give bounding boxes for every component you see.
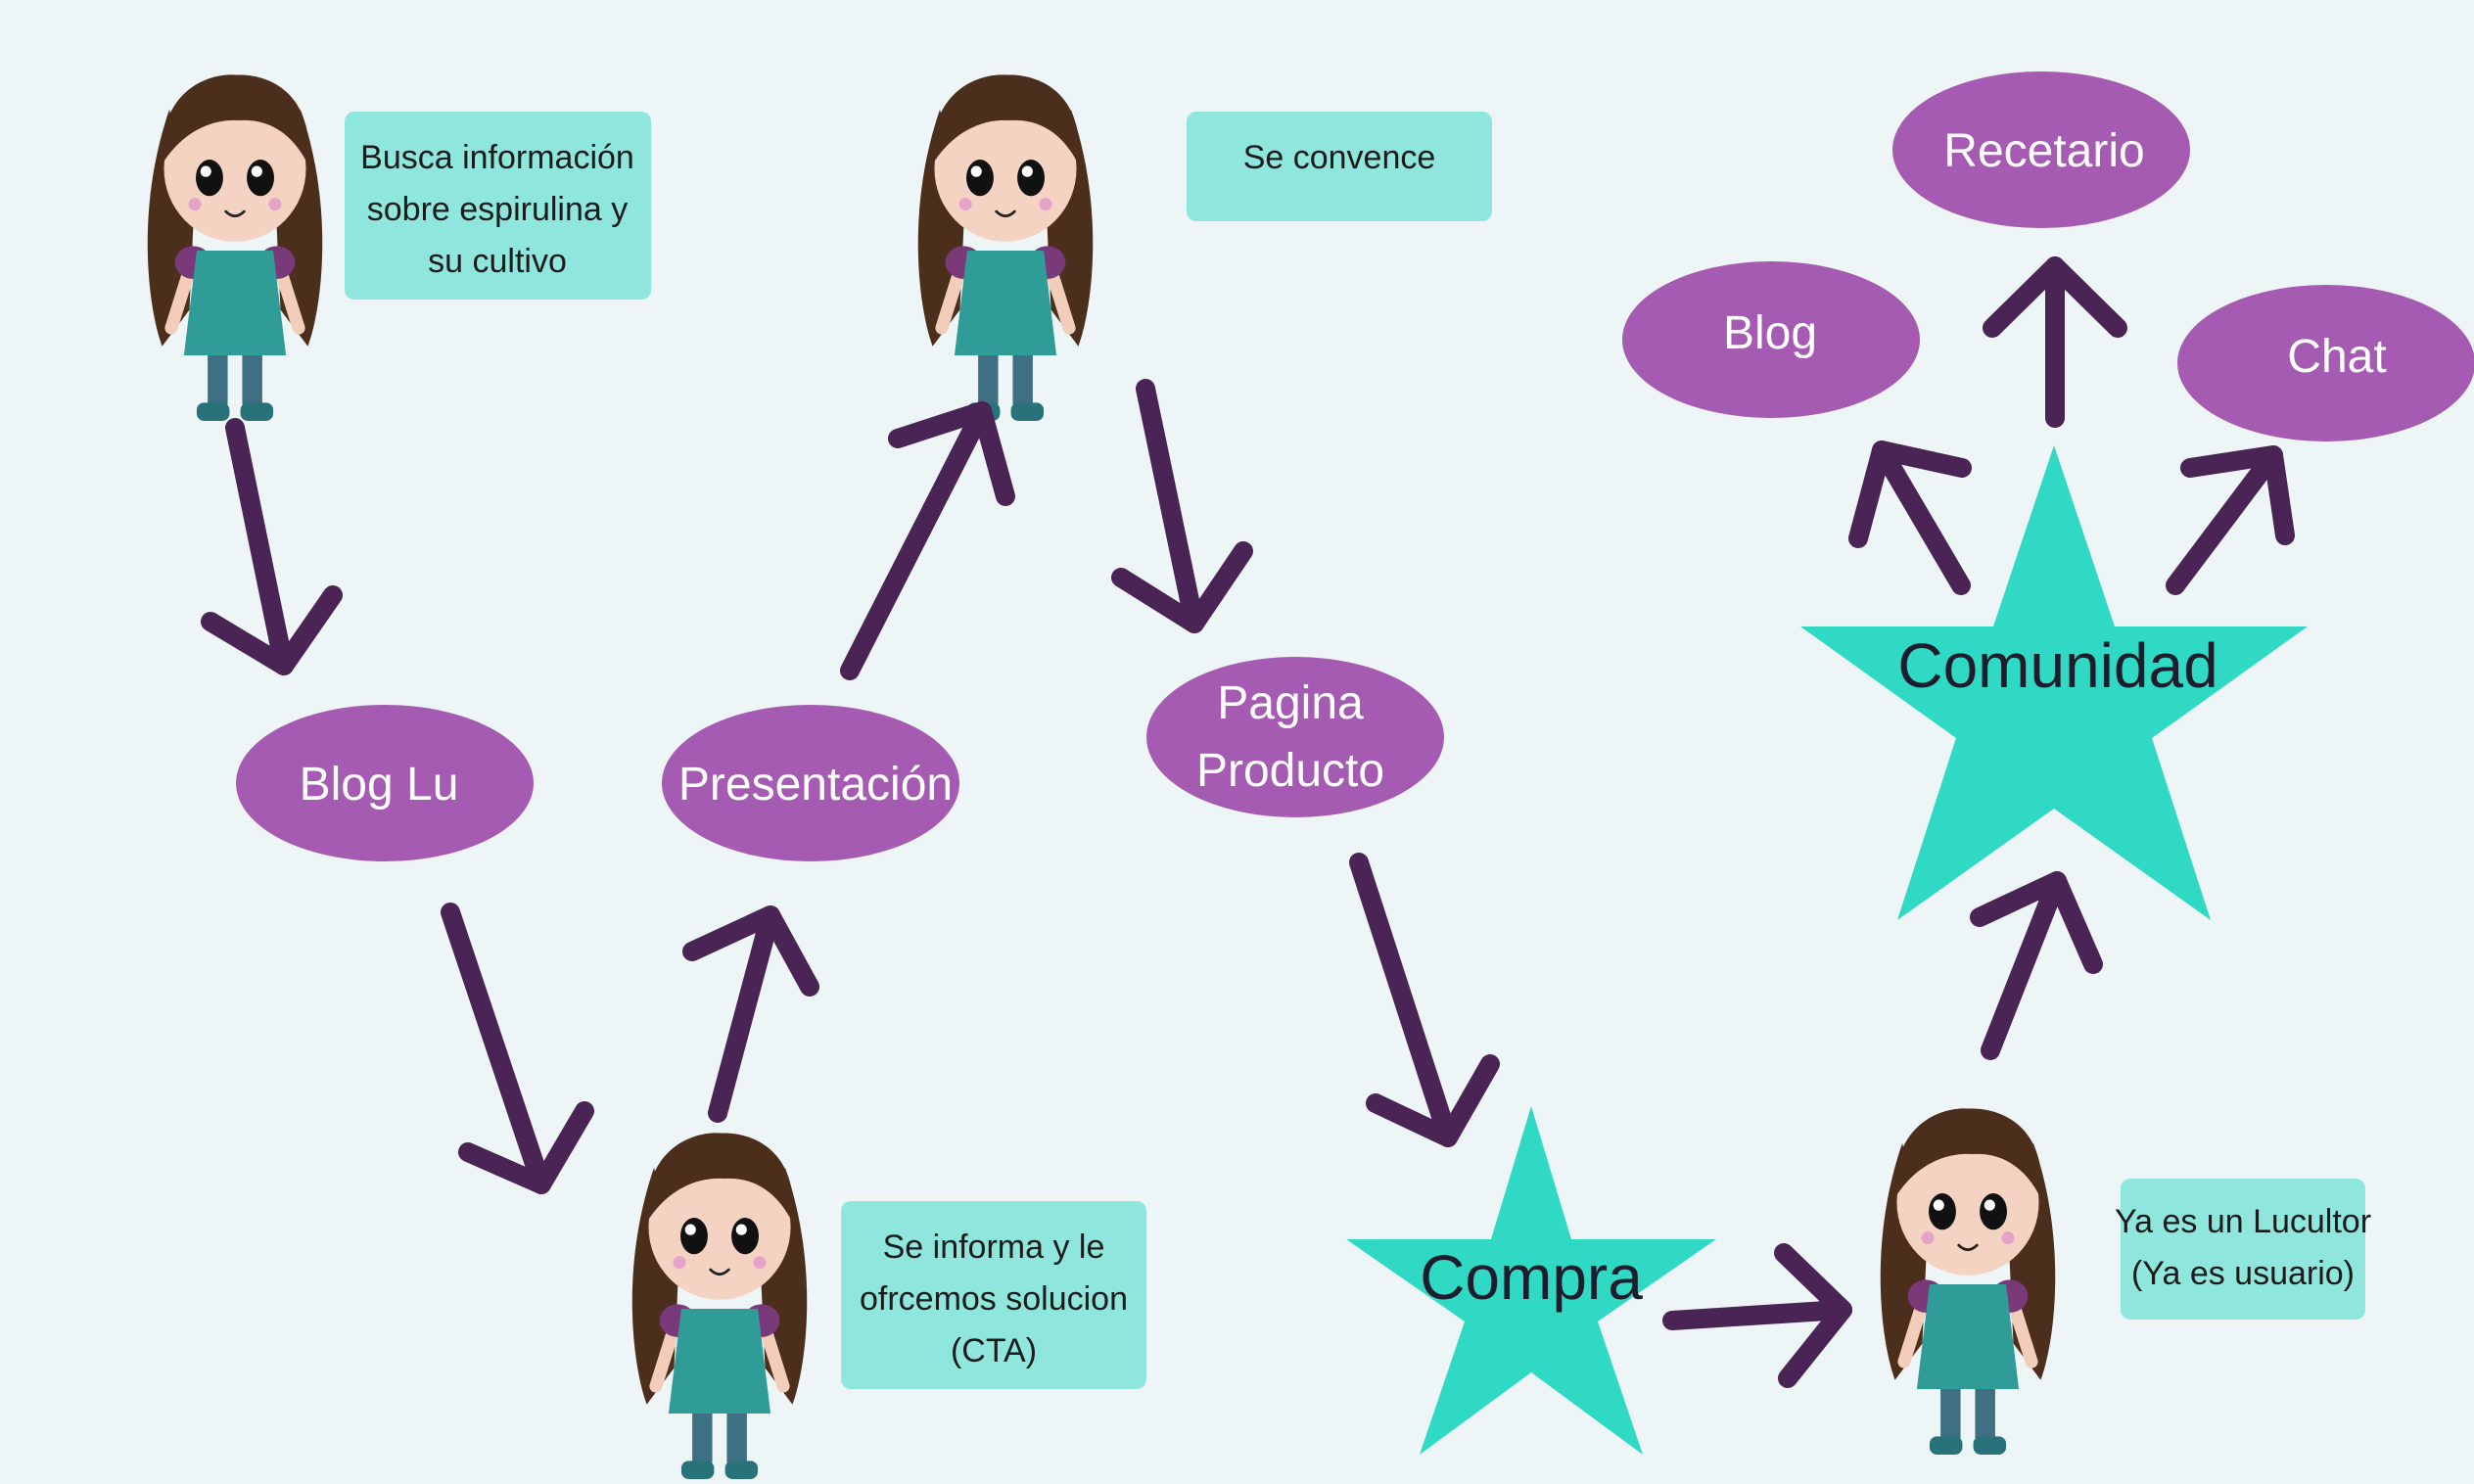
girl-character-icon	[632, 1133, 807, 1479]
oval-chat: Chat	[2177, 285, 2474, 441]
star-compra: Compra	[1346, 1106, 1716, 1455]
note-se-informa: Se informa y le ofrcemos solucion (CTA)	[841, 1201, 1146, 1389]
note-line: ofrcemos solucion	[860, 1280, 1128, 1318]
note-line: Se informa y le	[883, 1229, 1105, 1266]
oval-presentacion: Presentación	[662, 705, 959, 861]
oval-label: Chat	[2287, 331, 2386, 383]
arrow-convence-to-pagina	[1111, 379, 1253, 633]
note-line: Ya es un Lucultor	[2115, 1203, 2371, 1240]
note-se-convence: Se convence	[1187, 112, 1492, 221]
arrow-comunidad-to-chat	[2166, 445, 2295, 595]
oval-blog: Blog	[1622, 261, 1920, 418]
note-line: su cultivo	[428, 243, 567, 280]
arrow-comunidad-to-blog	[1848, 441, 1972, 595]
girl-character-icon	[918, 74, 1093, 421]
oval-label: Pagina	[1217, 677, 1364, 729]
arrow-cta-to-presentacion	[682, 905, 819, 1123]
oval-label: Recetario	[1943, 125, 2144, 177]
girl-character-icon	[1881, 1108, 2055, 1455]
arrow-blog-lu-to-cta	[441, 903, 594, 1194]
oval-recetario: Recetario	[1892, 71, 2190, 228]
oval-label: Blog	[1723, 307, 1817, 359]
star-comunidad: Comunidad	[1800, 445, 2308, 920]
note-line: sobre espirulina y	[367, 191, 628, 228]
arrow-pagina-to-compra	[1349, 853, 1500, 1147]
arrow-presentacion-to-convence	[840, 401, 1015, 680]
note-line: (Ya es usuario)	[2131, 1255, 2355, 1292]
star-label: Comunidad	[1897, 630, 2217, 701]
note-line: Se convence	[1243, 139, 1436, 176]
oval-pagina-producto: Pagina Producto	[1146, 657, 1444, 817]
note-busca-informacion: Busca información sobre espirulina y su …	[345, 112, 651, 300]
note-ya-es-lucultor: Ya es un Lucultor (Ya es usuario)	[2115, 1179, 2371, 1320]
oval-label: Blog Lu	[300, 759, 459, 811]
arrow-to-blog-lu	[201, 418, 343, 675]
star-label: Compra	[1420, 1242, 1643, 1313]
note-line: Busca información	[360, 139, 634, 176]
arrow-comunidad-to-recetario	[1983, 256, 2127, 428]
oval-label: Producto	[1196, 745, 1384, 797]
arrow-compra-to-lucultor	[1662, 1243, 1852, 1388]
note-line: (CTA)	[951, 1332, 1037, 1369]
girl-character-icon	[148, 74, 322, 421]
oval-blog-lu: Blog Lu	[236, 705, 534, 861]
oval-label: Presentación	[678, 759, 953, 811]
arrow-lucultor-to-comunidad	[1970, 871, 2103, 1060]
